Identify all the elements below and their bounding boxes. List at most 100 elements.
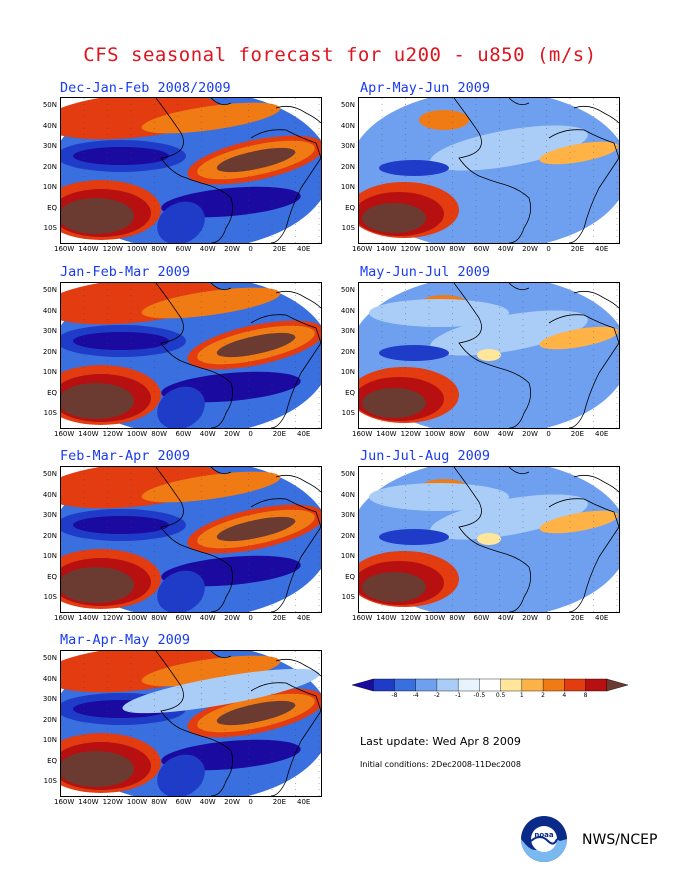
colorbar-segment xyxy=(415,678,438,692)
lon-label: 40E xyxy=(595,245,609,253)
lon-label: 100W xyxy=(424,614,446,622)
contour-region xyxy=(61,198,134,234)
contour-region xyxy=(216,332,296,358)
lon-label: 160W xyxy=(352,614,373,622)
colorbar-tick-label: 2 xyxy=(541,692,545,699)
lat-label: 40N xyxy=(42,674,57,683)
lat-label: EQ xyxy=(345,388,355,397)
contour-region xyxy=(73,147,169,165)
lon-label: 160W xyxy=(54,798,75,806)
lat-label: 20N xyxy=(42,715,57,724)
lon-label: 20W xyxy=(224,430,240,438)
colorbar xyxy=(352,678,628,692)
lat-label: 50N xyxy=(42,286,57,294)
lat-label: 10N xyxy=(42,736,57,744)
contour-region xyxy=(73,516,169,534)
lon-label: 20W xyxy=(224,245,240,253)
lon-label: 40E xyxy=(297,430,311,438)
lat-label: 10S xyxy=(43,777,57,785)
lon-label: 100W xyxy=(424,245,446,253)
page-title: CFS seasonal forecast for u200 - u850 (m… xyxy=(83,44,597,66)
lon-label: 60W xyxy=(473,614,490,622)
lat-label: 50N xyxy=(340,286,355,294)
lon-label: 20W xyxy=(224,614,240,622)
lon-label: 20E xyxy=(272,245,287,253)
colorbar-segment xyxy=(585,678,608,692)
contour-region xyxy=(539,326,619,350)
lon-label: 140W xyxy=(78,614,99,622)
lon-label: 60W xyxy=(175,245,192,253)
forecast-map xyxy=(60,466,322,613)
lat-label: 10S xyxy=(341,409,355,417)
lon-label: 160W xyxy=(54,245,75,253)
lon-label: 100W xyxy=(126,430,148,438)
contour-region xyxy=(157,754,205,796)
lon-label: 100W xyxy=(126,798,148,806)
lat-label: 10S xyxy=(341,593,355,601)
lon-label: 80W xyxy=(151,614,168,622)
lon-label: 80W xyxy=(151,798,168,806)
colorbar-tick-label: -2 xyxy=(433,692,440,699)
lon-label: 20E xyxy=(570,614,585,622)
lon-label: 120W xyxy=(102,614,123,622)
contour-region xyxy=(362,388,426,418)
lat-label: 10S xyxy=(341,224,355,232)
contour-region xyxy=(379,345,449,361)
lon-label: 80W xyxy=(151,430,168,438)
panel-title: Mar-Apr-May 2009 xyxy=(60,632,191,648)
lon-label: 80W xyxy=(151,245,168,253)
colorbar-tick-label: 4 xyxy=(562,692,567,699)
colorbar-segment xyxy=(436,678,459,692)
coastline xyxy=(155,467,321,612)
lat-label: 30N xyxy=(42,327,57,335)
contour-region xyxy=(369,483,509,511)
forecast-map xyxy=(60,650,322,797)
contour-region xyxy=(157,386,205,428)
contour-region xyxy=(216,700,296,726)
panel-title: Apr-May-Jun 2009 xyxy=(360,80,491,96)
lat-label: 10N xyxy=(42,368,57,376)
contour-region xyxy=(430,125,588,171)
lon-label: 40W xyxy=(199,245,216,253)
lat-label: 20N xyxy=(340,531,355,540)
forecast-map xyxy=(358,282,620,429)
lon-label: 20E xyxy=(272,430,287,438)
colorbar-tick-label: -4 xyxy=(412,692,419,699)
coastline xyxy=(155,283,321,428)
lat-label: EQ xyxy=(345,572,355,581)
lon-label: 80W xyxy=(449,614,466,622)
lon-label: 20W xyxy=(522,614,538,622)
panel-title: May-Jun-Jul 2009 xyxy=(360,264,491,280)
colorbar-segment xyxy=(394,678,417,692)
lon-label: 40E xyxy=(297,614,311,622)
lon-label: 40E xyxy=(297,245,311,253)
lon-label: 140W xyxy=(376,245,397,253)
lon-label: 20E xyxy=(272,614,287,622)
lat-label: 40N xyxy=(42,490,57,499)
forecast-map xyxy=(358,97,620,244)
coastline xyxy=(155,651,321,796)
lon-label: 40E xyxy=(595,430,609,438)
lat-label: 40N xyxy=(340,306,355,315)
contour-region xyxy=(73,332,169,350)
colorbar-tick-label: 1 xyxy=(519,692,524,699)
lat-label: 10N xyxy=(340,368,355,376)
lon-label: 20E xyxy=(570,245,585,253)
lon-label: 20E xyxy=(272,798,287,806)
lat-label: 30N xyxy=(340,511,355,519)
contour-region xyxy=(61,751,134,787)
lon-label: 140W xyxy=(78,798,99,806)
contour-region xyxy=(477,349,501,361)
contour-region xyxy=(216,516,296,542)
panel-title: Feb-Mar-Apr 2009 xyxy=(60,448,191,464)
contour-region xyxy=(157,570,205,612)
forecast-map xyxy=(358,466,620,613)
lon-label: 120W xyxy=(102,245,123,253)
lon-label: 0 xyxy=(546,245,551,253)
lat-label: 30N xyxy=(42,695,57,703)
panel-title: Dec-Jan-Feb 2008/2009 xyxy=(60,80,231,96)
lon-label: 120W xyxy=(102,430,123,438)
svg-text:noaa: noaa xyxy=(534,831,554,839)
lat-label: EQ xyxy=(345,203,355,212)
contour-region xyxy=(379,160,449,176)
